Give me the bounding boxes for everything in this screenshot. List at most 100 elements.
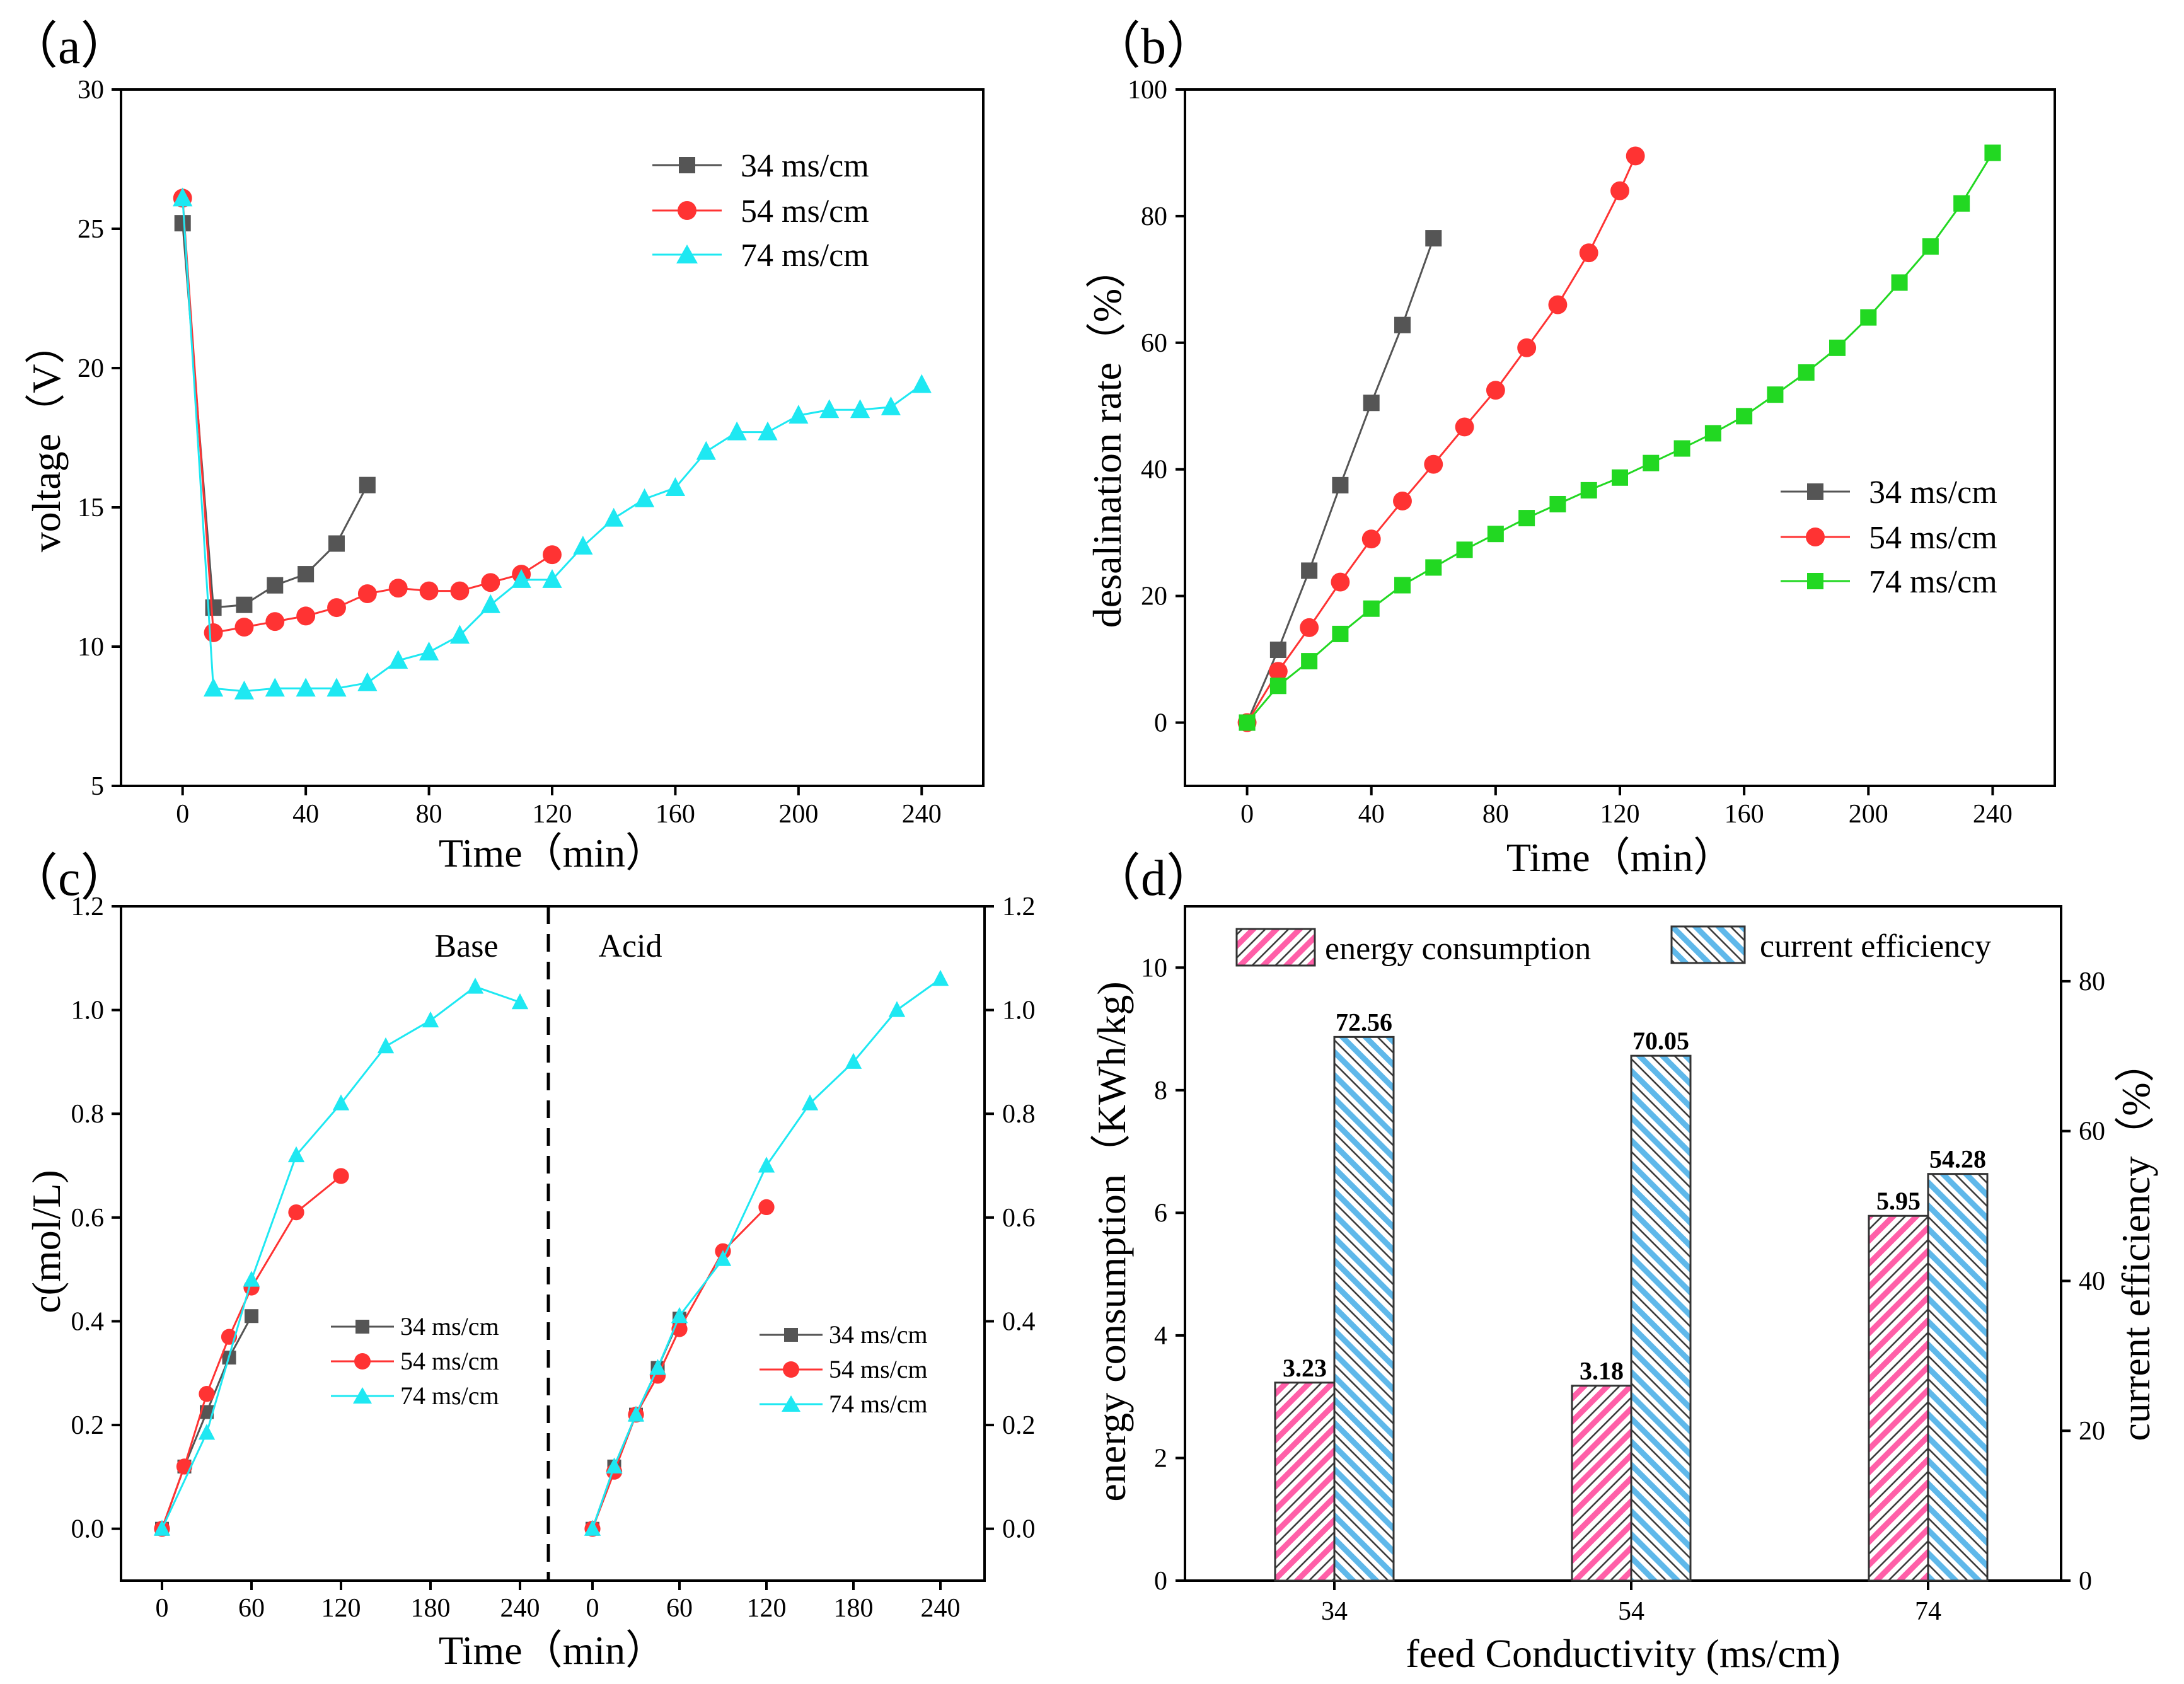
panel-b-series-point-2-0 — [1239, 714, 1256, 731]
panel-d-x-axis-title: feed Conductivity (ms/cm) — [1406, 1631, 1840, 1676]
panel-d-y-tick-label-right: 20 — [2079, 1417, 2105, 1446]
panel-c-y-tick-label-left: 1.0 — [71, 996, 105, 1025]
panel-d-bar-energy — [1274, 1381, 1336, 1582]
panel-c-base-series-point-0-2 — [200, 1405, 214, 1419]
panel-b-series-point-1-9 — [1517, 338, 1537, 357]
panel-c-acid-series-point-1-6 — [758, 1199, 775, 1216]
panel-b: （b） 0 40 80 120 160 200 240 0 20 40 60 80 100 Time（… — [1085, 19, 2056, 880]
panel-c-y-tick-label-left: 0.6 — [71, 1204, 105, 1233]
panel-b-series-point-2-8 — [1487, 526, 1504, 543]
panel-b-x-tick-label: 40 — [1358, 800, 1385, 829]
panel-a-series-point-0-6 — [359, 476, 376, 493]
panel-b-series-point-1-8 — [1486, 381, 1505, 400]
panel-c-base-legend-label-74: 74 ms/cm — [400, 1381, 499, 1410]
panel-b-series-point-1-13 — [1626, 146, 1645, 166]
panel-a-x-tick-label: 0 — [176, 800, 189, 829]
panel-c-acid-series-point-2-3 — [649, 1359, 666, 1375]
panel-a-legend: 34 ms/cm 54 ms/cm 74 ms/cm — [652, 148, 869, 274]
panel-c-ticks: 0.0 0.0 0.2 0.2 0.4 0.4 0.6 0.6 0.8 0.8 1.0 1.0 1.2 1… — [71, 892, 1036, 1623]
panel-a-series-point-1-3 — [265, 612, 285, 632]
panel-b-series-point-1-1 — [1268, 662, 1288, 681]
panel-b-legend-entry-54: 54 ms/cm — [1781, 520, 1997, 556]
panel-d-legend-swatch-efficiency — [1670, 925, 1746, 964]
panel-a-series-point-2-13 — [573, 535, 593, 555]
panel-c-base-series-point-2-3 — [287, 1146, 305, 1163]
panel-b-legend-entry-74: 74 ms/cm — [1781, 564, 1997, 600]
panel-c-acid-series-line-1 — [591, 1206, 768, 1530]
panel-b-series-point-2-20 — [1860, 309, 1877, 326]
panel-c-base-legend-entry-74: 74 ms/cm — [331, 1381, 499, 1410]
panel-b-series-point-0-1 — [1269, 642, 1286, 659]
panel-a-legend-entry-74: 74 ms/cm — [652, 238, 869, 274]
panel-b-series-point-1-2 — [1300, 618, 1319, 637]
panel-d-x-tick-label: 54 — [1618, 1597, 1644, 1626]
panel-a-series-point-0-3 — [267, 577, 284, 594]
panel-c-acid-series-point-2-5 — [714, 1250, 732, 1266]
panel-d-bar-energy — [1571, 1385, 1632, 1582]
panel-c-base-series-line-1 — [161, 1175, 342, 1530]
panel-c-y-tick-label-right: 1.2 — [1002, 892, 1036, 921]
panel-c-base-legend-entry-34: 34 ms/cm — [331, 1312, 499, 1341]
panel-a: （a） 0 40 80 120 160 200 240 5 10 15 20 25 30 Time（m… — [8, 19, 985, 875]
panel-b-series-point-1-7 — [1455, 417, 1474, 437]
panel-d-bar-label-efficiency: 72.56 — [1336, 1008, 1392, 1036]
panel-b-series-point-2-16 — [1736, 408, 1753, 425]
panel-c-base-series-point-2-2 — [243, 1271, 260, 1287]
panel-b-series-point-1-4 — [1361, 529, 1381, 549]
panel-b-legend: 34 ms/cm 54 ms/cm 74 ms/cm — [1781, 475, 1997, 600]
panel-c-base-series-point-2-5 — [377, 1037, 395, 1054]
panel-b-series-point-2-13 — [1643, 454, 1660, 471]
panel-a-series-point-1-2 — [234, 618, 254, 637]
panel-b-series-point-2-18 — [1798, 364, 1815, 381]
panel-b-series — [1237, 144, 2001, 732]
panel-d-y-tick-label-right: 60 — [2079, 1117, 2105, 1146]
panel-a-series-point-2-0 — [173, 187, 193, 207]
panel-a-series-point-1-5 — [327, 598, 346, 618]
panel-b-series-point-0-6 — [1425, 230, 1442, 247]
panel-a-legend-entry-54: 54 ms/cm — [652, 193, 869, 229]
panel-c-y-tick-label-right: 0.0 — [1002, 1515, 1036, 1544]
panel-a-series-point-2-17 — [696, 441, 716, 460]
panel-a-x-tick-label: 240 — [902, 800, 942, 829]
panel-c-acid-legend-entry-54: 54 ms/cm — [760, 1355, 928, 1383]
panel-c-acid-series-point-2-2 — [627, 1405, 645, 1422]
panel-a-series-point-2-3 — [265, 678, 285, 697]
panel-b-legend-entry-34: 34 ms/cm — [1781, 475, 1997, 510]
panel-c-base-series-point-2-0 — [153, 1520, 171, 1536]
panel-c-plot-frame — [120, 905, 986, 1582]
panel-b-series-point-2-5 — [1394, 577, 1411, 594]
panel-a-series-point-2-7 — [388, 650, 408, 669]
panel-b-series-point-1-10 — [1548, 295, 1568, 314]
panel-a-series-point-1-1 — [204, 623, 223, 642]
panel-a-series-point-0-5 — [328, 535, 345, 552]
panel-a-series-point-2-1 — [203, 678, 224, 697]
panel-c-y-tick-label-left: 0.8 — [71, 1100, 105, 1129]
panel-d-legend-label-efficiency: current efficiency — [1760, 928, 1991, 964]
panel-c-y-tick-label-left: 0.0 — [71, 1515, 105, 1544]
panel-b-x-ticks: 0 40 80 120 160 200 240 — [1240, 786, 2013, 829]
panel-a-series-point-2-21 — [819, 399, 840, 418]
panel-a-series-point-1-4 — [296, 606, 316, 626]
panel-c-base-series-point-0-4 — [245, 1309, 258, 1324]
panel-a-series-point-1-7 — [388, 579, 408, 598]
panel-d-bar-label-efficiency: 70.05 — [1632, 1027, 1689, 1055]
panel-a-x-axis-title: Time（min） — [439, 831, 666, 875]
panel-a-y-tick-label: 30 — [78, 76, 104, 105]
panel-c-base-legend-label-54: 54 ms/cm — [400, 1347, 499, 1375]
panel-b-y-tick-label: 100 — [1128, 76, 1167, 105]
panel-c-x-axis-title: Time（min） — [439, 1628, 666, 1673]
panel-c-base-x-tick-label: 120 — [321, 1594, 361, 1623]
panel-c-acid-series-point-2-6 — [758, 1156, 775, 1173]
panel-a-y-tick-label: 10 — [78, 633, 104, 662]
panel-a-series-point-1-6 — [357, 584, 377, 603]
panel-b-series-point-1-3 — [1331, 572, 1350, 592]
panel-d-bar-efficiency — [1630, 1054, 1692, 1582]
panel-c-acid-legend-label-74: 74 ms/cm — [829, 1390, 928, 1418]
panel-b-series-point-0-2 — [1301, 562, 1318, 579]
panel-b-y-tick-label: 0 — [1154, 709, 1167, 738]
panel-c-base-legend-entry-54: 54 ms/cm — [331, 1347, 499, 1375]
panel-c-base-series-point-1-1 — [176, 1458, 193, 1475]
panel-b-series-point-2-17 — [1767, 386, 1784, 403]
panel-b-legend-label-54: 54 ms/cm — [1869, 520, 1997, 556]
panel-b-series-point-2-22 — [1922, 238, 1939, 255]
